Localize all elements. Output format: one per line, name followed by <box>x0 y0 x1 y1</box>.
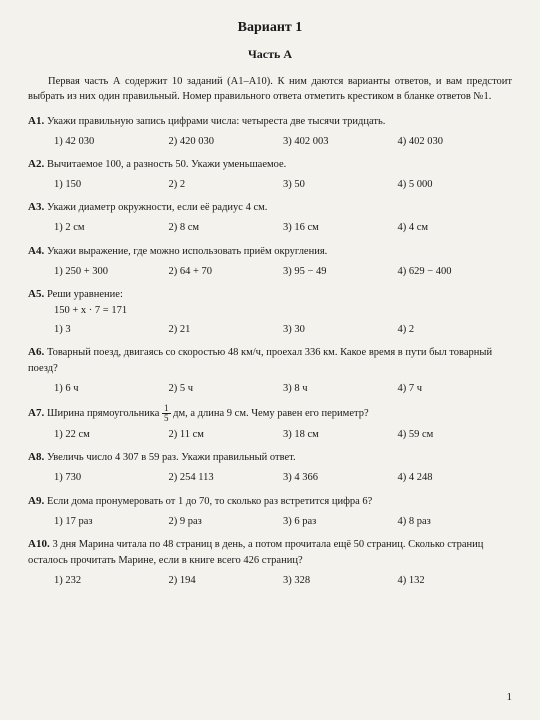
option-1: 1) 17 раз <box>54 514 169 529</box>
option-2: 2) 9 раз <box>169 514 284 529</box>
option-3: 3) 328 <box>283 573 398 588</box>
option-3: 3) 18 см <box>283 427 398 442</box>
option-3: 3) 50 <box>283 177 398 192</box>
options-row: 1) 250 + 3002) 64 + 703) 95 − 494) 629 −… <box>54 264 512 279</box>
option-1: 1) 3 <box>54 322 169 337</box>
question-label: А3. <box>28 201 47 213</box>
question-10: А10. 3 дня Марина читала по 48 страниц в… <box>28 537 512 588</box>
option-4: 4) 59 см <box>398 427 513 442</box>
option-1: 1) 232 <box>54 573 169 588</box>
question-text: 3 дня Марина читала по 48 страниц в день… <box>28 539 483 566</box>
question-3: А3. Укажи диаметр окружности, если её ра… <box>28 200 512 235</box>
option-1: 1) 6 ч <box>54 381 169 396</box>
option-2: 2) 194 <box>169 573 284 588</box>
option-4: 4) 2 <box>398 322 513 337</box>
question-text: дм, а длина 9 см. Чему равен его перимет… <box>171 408 369 419</box>
variant-title: Вариант 1 <box>28 18 512 38</box>
options-row: 1) 2 см2) 8 см3) 16 см4) 4 см <box>54 220 512 235</box>
option-2: 2) 254 113 <box>169 470 284 485</box>
question-label: А6. <box>28 346 47 358</box>
question-label: А2. <box>28 158 47 170</box>
options-row: 1) 42 0302) 420 0303) 402 0034) 402 030 <box>54 134 512 149</box>
option-2: 2) 8 см <box>169 220 284 235</box>
options-row: 1) 6 ч2) 5 ч3) 8 ч4) 7 ч <box>54 381 512 396</box>
option-4: 4) 4 248 <box>398 470 513 485</box>
option-3: 3) 16 см <box>283 220 398 235</box>
question-text: Укажи правильную запись цифрами числа: ч… <box>47 116 385 127</box>
option-4: 4) 5 000 <box>398 177 513 192</box>
part-subtitle: Часть А <box>28 46 512 63</box>
option-3: 3) 95 − 49 <box>283 264 398 279</box>
option-2: 2) 420 030 <box>169 134 284 149</box>
question-label: А1. <box>28 115 47 127</box>
option-3: 3) 6 раз <box>283 514 398 529</box>
option-4: 4) 629 − 400 <box>398 264 513 279</box>
option-2: 2) 64 + 70 <box>169 264 284 279</box>
question-text: Товарный поезд, двигаясь со скоростью 48… <box>28 347 492 374</box>
option-2: 2) 5 ч <box>169 381 284 396</box>
question-1: А1. Укажи правильную запись цифрами числ… <box>28 114 512 149</box>
question-label: А8. <box>28 451 47 463</box>
options-row: 1) 17 раз2) 9 раз3) 6 раз4) 8 раз <box>54 514 512 529</box>
option-4: 4) 7 ч <box>398 381 513 396</box>
question-label: А4. <box>28 245 47 257</box>
fraction: 15 <box>162 404 171 423</box>
question-text: Укажи выражение, где можно использовать … <box>47 246 327 257</box>
option-2: 2) 2 <box>169 177 284 192</box>
question-4: А4. Укажи выражение, где можно использов… <box>28 244 512 279</box>
options-row: 1) 32) 213) 304) 2 <box>54 322 512 337</box>
option-4: 4) 402 030 <box>398 134 513 149</box>
option-4: 4) 8 раз <box>398 514 513 529</box>
option-2: 2) 21 <box>169 322 284 337</box>
question-label: А10. <box>28 538 52 550</box>
question-6: А6. Товарный поезд, двигаясь со скорость… <box>28 345 512 396</box>
question-text: Реши уравнение: <box>47 289 123 300</box>
option-1: 1) 22 см <box>54 427 169 442</box>
option-1: 1) 250 + 300 <box>54 264 169 279</box>
question-text: Если дома пронумеровать от 1 до 70, то с… <box>47 496 372 507</box>
options-row: 1) 22 см2) 11 см3) 18 см4) 59 см <box>54 427 512 442</box>
question-label: А5. <box>28 288 47 300</box>
question-extra: 150 + x · 7 = 171 <box>54 303 512 318</box>
option-3: 3) 30 <box>283 322 398 337</box>
options-row: 1) 7302) 254 1133) 4 3664) 4 248 <box>54 470 512 485</box>
question-text: Увеличь число 4 307 в 59 раз. Укажи прав… <box>47 452 296 463</box>
question-text: Укажи диаметр окружности, если её радиус… <box>47 202 267 213</box>
question-2: А2. Вычитаемое 100, а разность 50. Укажи… <box>28 157 512 192</box>
question-label: А7. <box>28 407 47 419</box>
option-1: 1) 150 <box>54 177 169 192</box>
intro-text: Первая часть А содержит 10 заданий (А1–А… <box>28 74 512 104</box>
question-5: А5. Реши уравнение: 150 + x · 7 = 171 1) 3… <box>28 287 512 337</box>
question-7: А7. Ширина прямоугольника 15 дм, а длина… <box>28 404 512 442</box>
option-4: 4) 4 см <box>398 220 513 235</box>
question-8: А8. Увеличь число 4 307 в 59 раз. Укажи … <box>28 450 512 485</box>
option-3: 3) 402 003 <box>283 134 398 149</box>
options-row: 1) 2322) 1943) 3284) 132 <box>54 573 512 588</box>
option-1: 1) 730 <box>54 470 169 485</box>
option-4: 4) 132 <box>398 573 513 588</box>
option-1: 1) 2 см <box>54 220 169 235</box>
question-9: А9. Если дома пронумеровать от 1 до 70, … <box>28 494 512 529</box>
page-number: 1 <box>507 690 513 706</box>
question-text: Ширина прямоугольника <box>47 408 162 419</box>
options-row: 1) 1502) 23) 504) 5 000 <box>54 177 512 192</box>
option-1: 1) 42 030 <box>54 134 169 149</box>
option-3: 3) 8 ч <box>283 381 398 396</box>
question-label: А9. <box>28 495 47 507</box>
question-text: Вычитаемое 100, а разность 50. Укажи уме… <box>47 159 286 170</box>
option-2: 2) 11 см <box>169 427 284 442</box>
option-3: 3) 4 366 <box>283 470 398 485</box>
